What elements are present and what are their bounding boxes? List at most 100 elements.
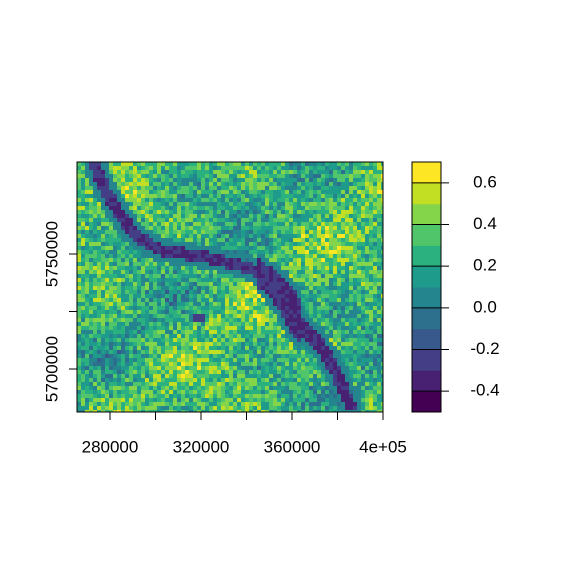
raster-cell	[217, 254, 221, 258]
raster-cell	[81, 242, 85, 246]
raster-cell	[101, 226, 105, 230]
raster-cell	[181, 226, 185, 230]
raster-cell	[145, 194, 149, 198]
raster-cell	[305, 270, 309, 274]
raster-cell	[237, 306, 241, 310]
raster-cell	[113, 274, 117, 278]
raster-cell	[333, 314, 337, 318]
raster-cell	[229, 358, 233, 362]
raster-cell	[241, 314, 245, 318]
raster-cell	[157, 178, 161, 182]
raster-cell	[313, 338, 317, 342]
raster-cell	[133, 170, 137, 174]
raster-cell	[97, 190, 101, 194]
raster-cell	[109, 230, 113, 234]
raster-cell	[261, 302, 265, 306]
raster-cell	[265, 386, 269, 390]
raster-cell	[285, 290, 289, 294]
raster-cell	[269, 290, 273, 294]
raster-cell	[269, 390, 273, 394]
raster-cell	[293, 162, 297, 166]
raster-cell	[165, 406, 169, 410]
raster-cell	[285, 394, 289, 398]
raster-cell	[361, 314, 365, 318]
raster-cell	[169, 234, 173, 238]
raster-cell	[241, 306, 245, 310]
raster-cell	[133, 230, 137, 234]
raster-cell	[261, 402, 265, 406]
raster-cell	[265, 206, 269, 210]
raster-cell	[321, 210, 325, 214]
raster-cell	[341, 382, 345, 386]
raster-cell	[333, 266, 337, 270]
raster-cell	[305, 330, 309, 334]
raster-cell	[173, 238, 177, 242]
raster-cell	[265, 162, 269, 166]
raster-cell	[281, 166, 285, 170]
raster-cell	[361, 370, 365, 374]
raster-cell	[165, 390, 169, 394]
raster-cell	[225, 342, 229, 346]
raster-cell	[133, 258, 137, 262]
raster-cell	[265, 354, 269, 358]
raster-cell	[193, 350, 197, 354]
raster-cell	[113, 194, 117, 198]
raster-cell	[281, 266, 285, 270]
raster-cell	[209, 390, 213, 394]
raster-cell	[377, 226, 381, 230]
raster-cell	[289, 326, 293, 330]
raster-cell	[113, 302, 117, 306]
raster-cell	[237, 334, 241, 338]
raster-cell	[369, 246, 373, 250]
raster-cell	[93, 266, 97, 270]
colorbar-tick-label: 0.6	[473, 172, 497, 191]
raster-cell	[125, 194, 129, 198]
raster-cell	[105, 270, 109, 274]
raster-cell	[297, 198, 301, 202]
raster-cell	[89, 182, 93, 186]
raster-cell	[225, 258, 229, 262]
raster-cell	[81, 362, 85, 366]
raster-cell	[157, 186, 161, 190]
raster-cell	[189, 326, 193, 330]
raster-cell	[213, 294, 217, 298]
raster-cell	[157, 326, 161, 330]
raster-cell	[341, 226, 345, 230]
raster-cell	[261, 210, 265, 214]
raster-cell	[365, 166, 369, 170]
raster-cell	[125, 198, 129, 202]
raster-cell	[257, 310, 261, 314]
raster-cell	[209, 338, 213, 342]
raster-cell	[105, 266, 109, 270]
raster-cell	[289, 350, 293, 354]
raster-cell	[165, 330, 169, 334]
raster-cell	[373, 282, 377, 286]
raster-cell	[121, 162, 125, 166]
raster-cell	[113, 162, 117, 166]
raster-cell	[273, 266, 277, 270]
raster-cell	[109, 410, 113, 412]
raster-cell	[129, 382, 133, 386]
raster-cell	[77, 214, 81, 218]
raster-cell	[189, 410, 193, 412]
raster-cell	[121, 406, 125, 410]
raster-cell	[345, 186, 349, 190]
raster-cell	[161, 322, 165, 326]
raster-cell	[169, 314, 173, 318]
raster-cell	[293, 254, 297, 258]
raster-cell	[89, 318, 93, 322]
raster-cell	[221, 282, 225, 286]
raster-cell	[209, 402, 213, 406]
raster-cell	[121, 322, 125, 326]
raster-cell	[273, 410, 277, 412]
raster-cell	[113, 386, 117, 390]
raster-cell	[377, 262, 381, 266]
raster-cell	[281, 282, 285, 286]
raster-cell	[381, 346, 383, 350]
raster-cell	[309, 170, 313, 174]
raster-cell	[369, 382, 373, 386]
raster-cell	[125, 254, 129, 258]
raster-cell	[81, 182, 85, 186]
raster-cell	[217, 282, 221, 286]
raster-cell	[305, 274, 309, 278]
